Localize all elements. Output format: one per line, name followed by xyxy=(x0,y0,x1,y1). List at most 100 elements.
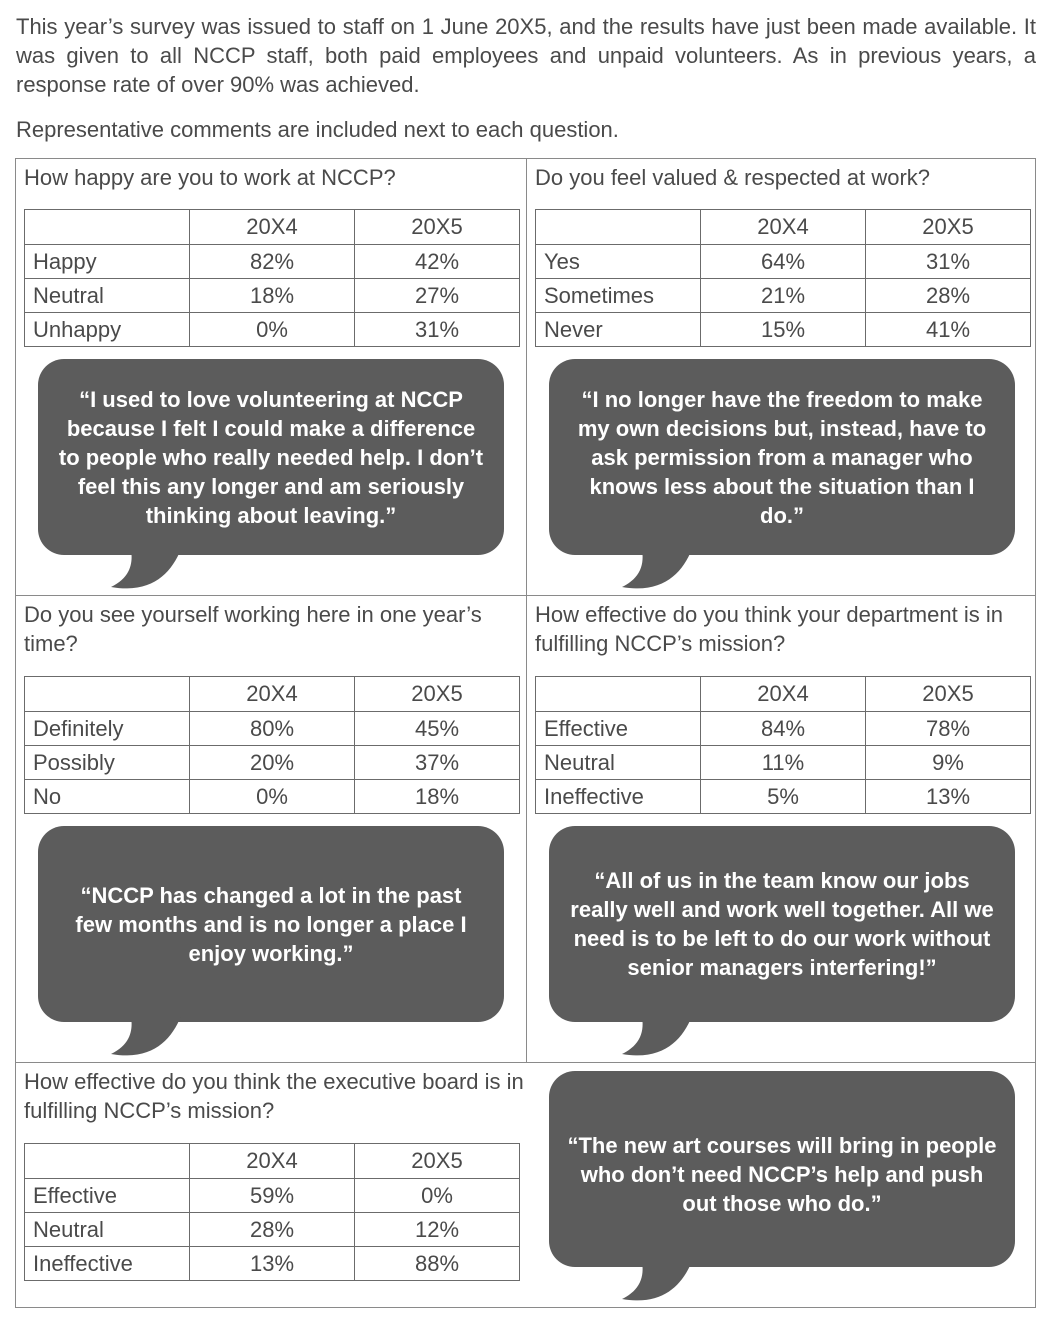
column-header: 20X4 xyxy=(700,676,866,712)
survey-section-board: How effective do you think the executive… xyxy=(16,1063,526,1307)
table-corner-cell xyxy=(535,676,701,712)
survey-grid: How happy are you to work at NCCP? 20X4 … xyxy=(15,158,1036,1308)
value-cell: 18% xyxy=(189,278,355,313)
table-row: Definitely 80% 45% xyxy=(24,711,520,746)
column-header: 20X5 xyxy=(865,209,1031,245)
results-table: 20X4 20X5 Effective 59% 0% Neutral 28% 1… xyxy=(24,1143,520,1281)
speech-tail-icon xyxy=(111,549,181,589)
row-label: Effective xyxy=(24,1178,190,1213)
lead-sentence: Representative comments are included nex… xyxy=(16,117,619,142)
comment-text: “I used to love volunteering at NCCP bec… xyxy=(58,386,484,528)
column-header: 20X4 xyxy=(189,209,355,245)
table-row: Effective 84% 78% xyxy=(535,711,1031,746)
table-row: Neutral 28% 12% xyxy=(24,1212,520,1247)
survey-section-department: How effective do you think your departme… xyxy=(527,596,1037,1062)
table-corner-cell xyxy=(24,676,190,712)
column-header: 20X5 xyxy=(354,1143,520,1179)
board-comment-area: “The new art courses will bring in peopl… xyxy=(527,1063,1037,1307)
row-label: No xyxy=(24,779,190,814)
value-cell: 28% xyxy=(189,1212,355,1247)
survey-section-valued: Do you feel valued & respected at work? … xyxy=(527,159,1037,595)
value-cell: 59% xyxy=(189,1178,355,1213)
comment-bubble: “All of us in the team know our jobs rea… xyxy=(549,826,1015,1022)
value-cell: 15% xyxy=(700,312,866,347)
question-text: How effective do you think your departme… xyxy=(535,602,1003,656)
table-header-row: 20X4 20X5 xyxy=(24,209,520,245)
table-header-row: 20X4 20X5 xyxy=(24,1143,520,1179)
speech-tail-icon xyxy=(622,549,692,589)
comment-text: “The new art courses will bring in peopl… xyxy=(567,1133,997,1216)
results-table: 20X4 20X5 Happy 82% 42% Neutral 18% 27% … xyxy=(24,209,520,347)
speech-tail-icon xyxy=(622,1016,692,1056)
value-cell: 11% xyxy=(700,745,866,780)
table-row: Yes 64% 31% xyxy=(535,244,1031,279)
value-cell: 31% xyxy=(865,244,1031,279)
table-row: Happy 82% 42% xyxy=(24,244,520,279)
row-label: Neutral xyxy=(24,1212,190,1247)
table-row: Ineffective 13% 88% xyxy=(24,1246,520,1281)
column-header: 20X5 xyxy=(354,209,520,245)
results-table: 20X4 20X5 Effective 84% 78% Neutral 11% … xyxy=(535,676,1031,814)
table-row: No 0% 18% xyxy=(24,779,520,814)
value-cell: 80% xyxy=(189,711,355,746)
value-cell: 13% xyxy=(865,779,1031,814)
table-row: Neutral 11% 9% xyxy=(535,745,1031,780)
comment-text: “I no longer have the freedom to make my… xyxy=(577,386,987,528)
row-label: Happy xyxy=(24,244,190,279)
column-divider xyxy=(526,159,527,1062)
value-cell: 9% xyxy=(865,745,1031,780)
intro-paragraph: This year’s survey was issued to staff o… xyxy=(16,14,1036,97)
value-cell: 28% xyxy=(865,278,1031,313)
table-header-row: 20X4 20X5 xyxy=(24,676,520,712)
speech-tail-icon xyxy=(111,1016,181,1056)
value-cell: 84% xyxy=(700,711,866,746)
speech-tail-icon xyxy=(622,1261,692,1301)
table-row: Effective 59% 0% xyxy=(24,1178,520,1213)
question-text: How effective do you think the executive… xyxy=(24,1069,524,1123)
results-table: 20X4 20X5 Yes 64% 31% Sometimes 21% 28% … xyxy=(535,209,1031,347)
row-label: Neutral xyxy=(535,745,701,780)
comment-text: “All of us in the team know our jobs rea… xyxy=(570,868,994,980)
row-label: Ineffective xyxy=(24,1246,190,1281)
table-row: Ineffective 5% 13% xyxy=(535,779,1031,814)
table-header-row: 20X4 20X5 xyxy=(535,676,1031,712)
column-header: 20X5 xyxy=(354,676,520,712)
value-cell: 0% xyxy=(189,779,355,814)
value-cell: 18% xyxy=(354,779,520,814)
table-corner-cell xyxy=(24,209,190,245)
table-header-row: 20X4 20X5 xyxy=(535,209,1031,245)
value-cell: 45% xyxy=(354,711,520,746)
column-header: 20X4 xyxy=(189,676,355,712)
value-cell: 20% xyxy=(189,745,355,780)
comment-bubble: “I used to love volunteering at NCCP bec… xyxy=(38,359,504,555)
row-label: Definitely xyxy=(24,711,190,746)
row-label: Unhappy xyxy=(24,312,190,347)
value-cell: 42% xyxy=(354,244,520,279)
survey-section-happiness: How happy are you to work at NCCP? 20X4 … xyxy=(16,159,526,595)
column-header: 20X4 xyxy=(189,1143,355,1179)
value-cell: 0% xyxy=(189,312,355,347)
comment-bubble: “The new art courses will bring in peopl… xyxy=(549,1071,1015,1267)
row-label: Ineffective xyxy=(535,779,701,814)
comment-bubble: “NCCP has changed a lot in the past few … xyxy=(38,826,504,1022)
row-divider xyxy=(16,595,1035,596)
value-cell: 13% xyxy=(189,1246,355,1281)
survey-section-retention: Do you see yourself working here in one … xyxy=(16,596,526,1062)
table-row: Never 15% 41% xyxy=(535,312,1031,347)
value-cell: 12% xyxy=(354,1212,520,1247)
question-text: Do you see yourself working here in one … xyxy=(24,602,482,656)
row-label: Never xyxy=(535,312,701,347)
value-cell: 82% xyxy=(189,244,355,279)
column-header: 20X5 xyxy=(865,676,1031,712)
value-cell: 41% xyxy=(865,312,1031,347)
table-corner-cell xyxy=(24,1143,190,1179)
value-cell: 88% xyxy=(354,1246,520,1281)
table-corner-cell xyxy=(535,209,701,245)
column-header: 20X4 xyxy=(700,209,866,245)
value-cell: 64% xyxy=(700,244,866,279)
value-cell: 0% xyxy=(354,1178,520,1213)
question-text: Do you feel valued & respected at work? xyxy=(535,165,931,190)
value-cell: 5% xyxy=(700,779,866,814)
value-cell: 78% xyxy=(865,711,1031,746)
row-label: Yes xyxy=(535,244,701,279)
